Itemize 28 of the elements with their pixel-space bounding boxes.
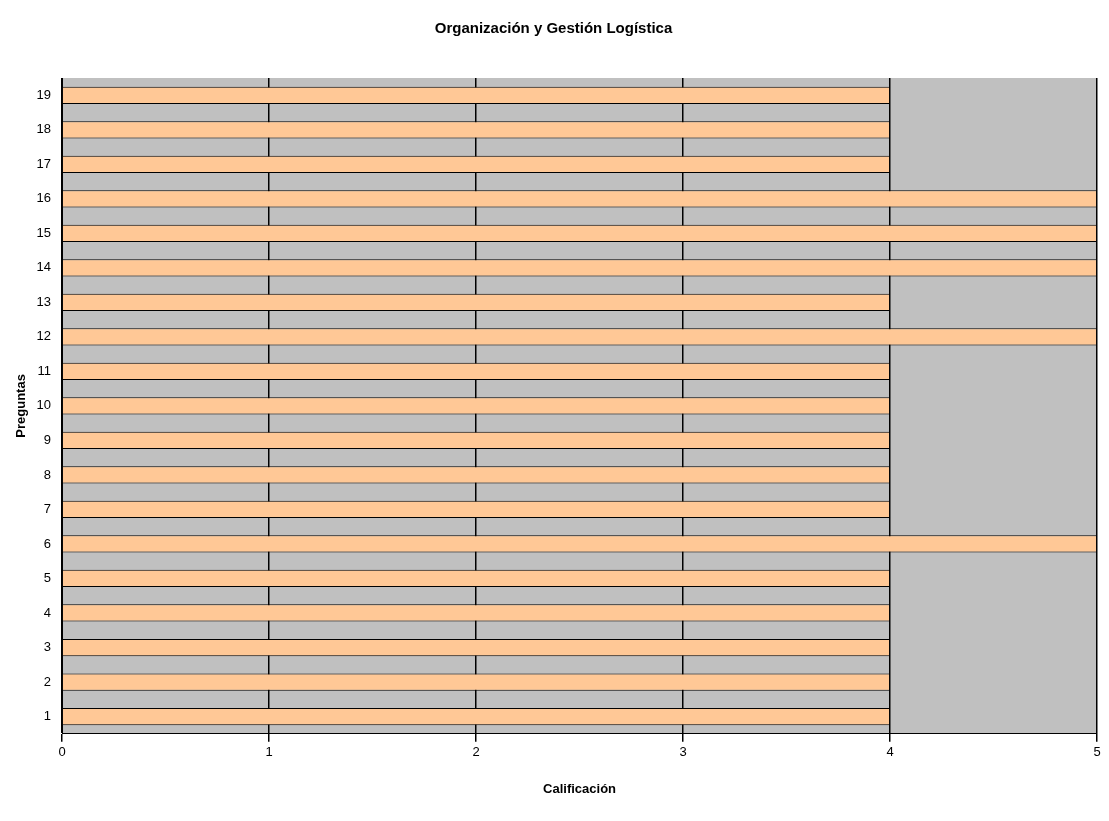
x-tick-label: 1 [265,744,273,760]
x-tick-label: 3 [679,744,687,760]
y-axis-title: Preguntas [13,374,29,438]
x-axis-title: Calificación [543,780,617,796]
y-tick-label: 13 [36,293,52,309]
y-tick-label: 15 [36,224,52,240]
y-tick-label: 6 [43,535,52,551]
y-tick-label: 9 [43,431,52,447]
y-tick-label: 10 [36,397,52,413]
y-tick-label: 1 [43,708,52,724]
y-tick-label: 16 [36,190,52,206]
y-tick-label: 2 [43,673,52,689]
x-tick-label: 4 [886,744,894,760]
x-tick-label: 2 [472,744,480,760]
y-tick-label: 12 [36,328,52,344]
x-tick-label: 0 [58,744,66,760]
y-tick-label: 4 [43,604,52,620]
x-tick-label: 5 [1093,744,1101,760]
y-tick-label: 3 [43,639,52,655]
y-tick-label: 18 [36,121,52,137]
chart-title: Organización y Gestión Logística [434,19,673,37]
y-tick-label: 17 [36,155,52,171]
y-tick-label: 5 [43,570,52,586]
y-tick-label: 14 [36,259,52,275]
y-tick-label: 11 [37,362,52,378]
y-tick-label: 8 [43,466,52,482]
y-tick-label: 7 [43,501,52,517]
y-tick-label: 19 [36,86,52,102]
